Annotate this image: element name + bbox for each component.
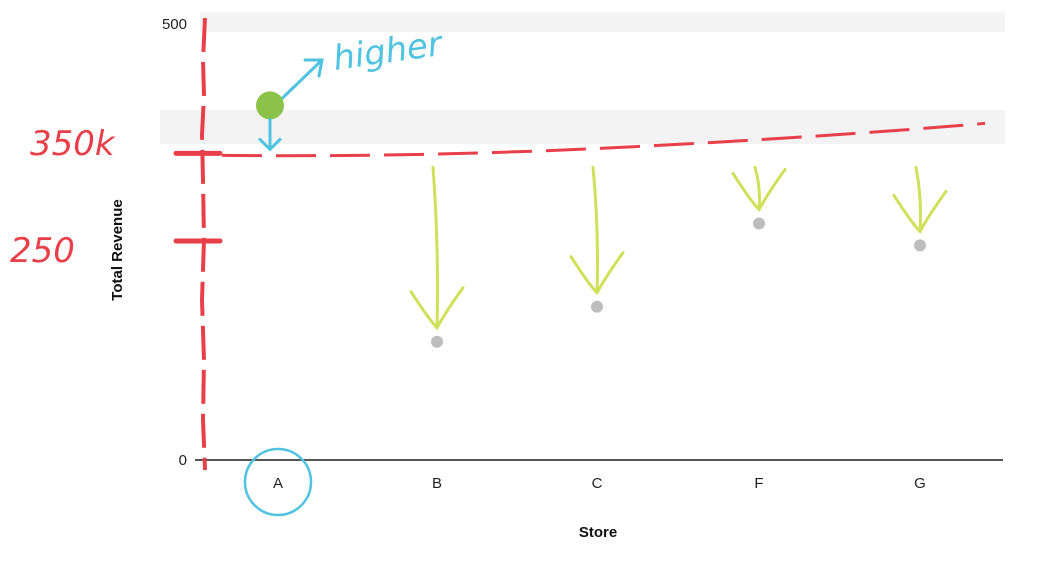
x-tick-label: C	[592, 475, 603, 492]
drop-arrow	[731, 165, 787, 212]
highlight-circle	[243, 447, 313, 517]
x-tick-label: G	[914, 475, 926, 492]
y-tick-label: 0	[179, 452, 187, 469]
handwritten-y-axis	[199, 17, 207, 471]
handwritten-y-label: 350k	[30, 124, 116, 164]
background-band	[160, 110, 1005, 144]
background-band	[200, 12, 1005, 32]
drop-arrow	[892, 165, 948, 234]
handwritten-note: higher	[331, 24, 447, 79]
data-point	[256, 91, 284, 120]
handwritten-y-label: 250	[10, 231, 75, 271]
drop-arrow	[409, 165, 465, 331]
x-tick-label: A	[273, 475, 283, 492]
x-axis-title: Store	[579, 524, 617, 541]
x-tick-label: F	[754, 475, 763, 492]
drop-arrow	[569, 165, 625, 296]
data-point	[591, 300, 603, 313]
up-arrow	[258, 117, 282, 152]
reference-line	[221, 121, 986, 158]
y-axis-title: Total Revenue	[109, 199, 126, 300]
data-point	[431, 335, 443, 348]
data-point	[914, 239, 926, 252]
x-tick-label: B	[432, 475, 442, 492]
y-tick-label: 500	[162, 16, 187, 33]
data-point	[753, 217, 765, 230]
